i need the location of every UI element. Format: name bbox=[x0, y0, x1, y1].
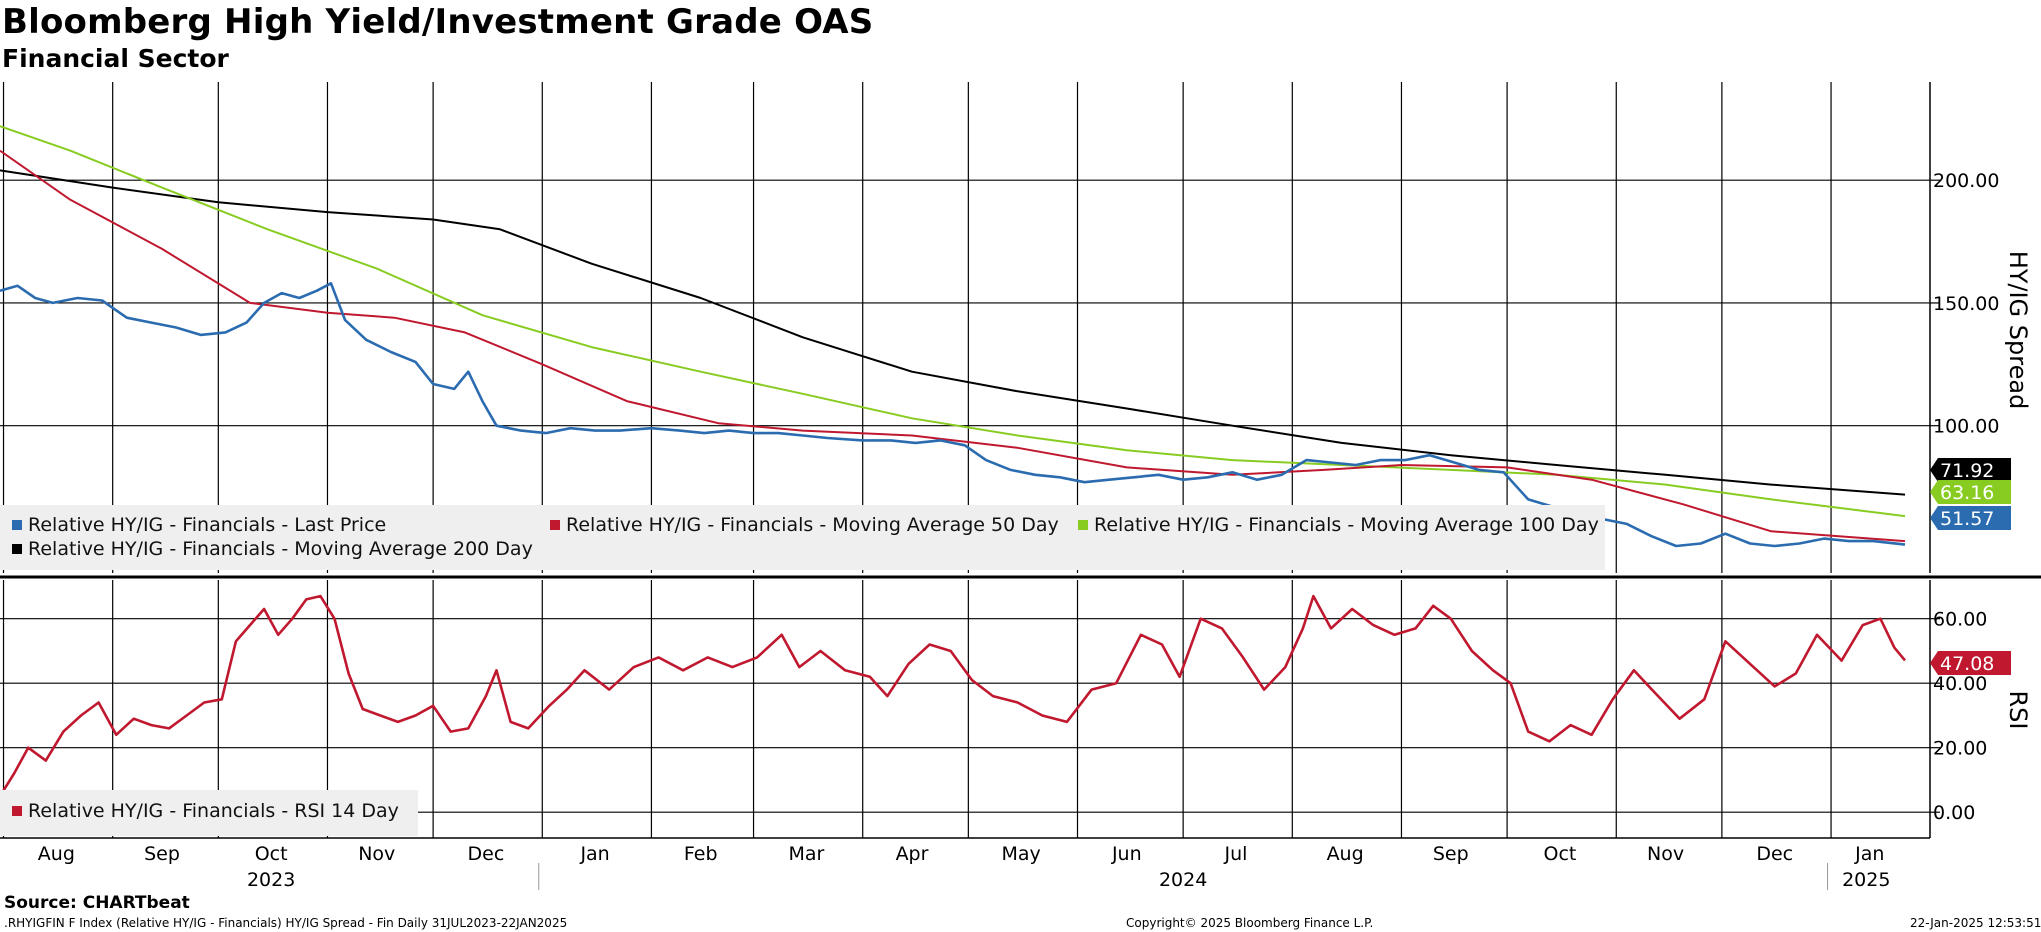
legend-swatch bbox=[12, 544, 22, 554]
series-line-ma200 bbox=[0, 169, 1906, 496]
legend-entry: Relative HY/IG - Financials - Last Price bbox=[28, 514, 386, 536]
badge-ma100-bg bbox=[1930, 480, 2011, 504]
x-month-label: Jan bbox=[1854, 843, 1884, 865]
x-month-label: Nov bbox=[358, 843, 395, 865]
badge-ma200: 71.92 bbox=[1940, 460, 1994, 482]
x-month-label: Mar bbox=[788, 843, 824, 865]
x-year-label: 2023 bbox=[247, 869, 295, 891]
legend-entry: Relative HY/IG - Financials - Moving Ave… bbox=[566, 514, 1059, 536]
copyright-text: Copyright© 2025 Bloomberg Finance L.P. bbox=[1126, 916, 1374, 930]
badge-rsi: 47.08 bbox=[1940, 653, 1994, 675]
ticker-line: .RHYIGFIN F Index (Relative HY/IG - Fina… bbox=[4, 916, 568, 930]
badge-last-price: 51.57 bbox=[1940, 508, 1994, 530]
legend-swatch bbox=[12, 520, 22, 530]
badge-rsi-bg bbox=[1930, 651, 2011, 675]
legend-entry: Relative HY/IG - Financials - RSI 14 Day bbox=[28, 800, 399, 822]
x-year-label: 2024 bbox=[1159, 869, 1207, 891]
legend-swatch bbox=[12, 806, 22, 816]
series-line-rsi bbox=[0, 594, 1906, 797]
y-tick-label-bottom: 20.00 bbox=[1933, 738, 1987, 760]
x-month-label: Nov bbox=[1647, 843, 1684, 865]
y-axis-title-bottom: RSI bbox=[2004, 691, 2032, 730]
legend-box-bottom bbox=[0, 790, 418, 836]
y-tick-label-top: 200.00 bbox=[1933, 170, 1999, 192]
legend-entry: Relative HY/IG - Financials - Moving Ave… bbox=[28, 538, 533, 560]
chart-subtitle: Financial Sector bbox=[2, 44, 229, 73]
x-month-label: Apr bbox=[896, 843, 929, 865]
x-month-label: Aug bbox=[38, 843, 75, 865]
legend-box-top bbox=[0, 505, 1605, 570]
x-month-label: Oct bbox=[255, 843, 288, 865]
badge-ma100: 63.16 bbox=[1940, 482, 1994, 504]
y-tick-label-bottom: 40.00 bbox=[1933, 673, 1987, 695]
x-month-label: Dec bbox=[468, 843, 505, 865]
x-month-label: Dec bbox=[1756, 843, 1793, 865]
y-tick-label-top: 100.00 bbox=[1933, 416, 1999, 438]
y-tick-label-bottom: 0.00 bbox=[1933, 802, 1975, 824]
x-month-label: Jan bbox=[579, 843, 609, 865]
y-axis-title-top: HY/IG Spread bbox=[2004, 251, 2032, 410]
source-label: Source: CHARTbeat bbox=[4, 893, 190, 913]
x-year-label: 2025 bbox=[1842, 869, 1890, 891]
y-tick-label-bottom: 60.00 bbox=[1933, 609, 1987, 631]
series-line-ma50 bbox=[0, 149, 1906, 543]
y-tick-label-top: 150.00 bbox=[1933, 293, 1999, 315]
x-month-label: Jun bbox=[1111, 843, 1142, 865]
x-month-label: Sep bbox=[144, 843, 180, 865]
series-line-ma100 bbox=[0, 125, 1906, 518]
legend-entry: Relative HY/IG - Financials - Moving Ave… bbox=[1094, 514, 1599, 536]
legend-swatch bbox=[1078, 520, 1088, 530]
timestamp-text: 22-Jan-2025 12:53:51 bbox=[1910, 916, 2041, 930]
x-month-label: Oct bbox=[1543, 843, 1576, 865]
legend-swatch bbox=[550, 520, 560, 530]
badge-ma200-bg bbox=[1930, 458, 2011, 482]
x-month-label: Jul bbox=[1223, 843, 1247, 865]
x-month-label: May bbox=[1002, 843, 1041, 865]
x-month-label: Sep bbox=[1433, 843, 1469, 865]
x-month-label: Feb bbox=[684, 843, 718, 865]
x-month-label: Aug bbox=[1327, 843, 1364, 865]
chart-title: Bloomberg High Yield/Investment Grade OA… bbox=[2, 2, 874, 42]
badge-last-price-bg bbox=[1930, 506, 2011, 530]
